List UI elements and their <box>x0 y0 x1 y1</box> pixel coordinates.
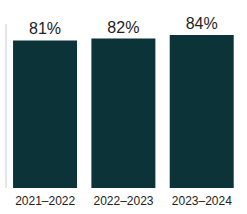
svg-text:2021–2022: 2021–2022 <box>15 194 75 208</box>
svg-text:82%: 82% <box>107 19 139 36</box>
svg-text:84%: 84% <box>186 15 218 32</box>
svg-text:2023–2024: 2023–2024 <box>172 194 232 208</box>
svg-text:2022–2023: 2022–2023 <box>93 194 153 208</box>
svg-text:81%: 81% <box>29 20 61 37</box>
